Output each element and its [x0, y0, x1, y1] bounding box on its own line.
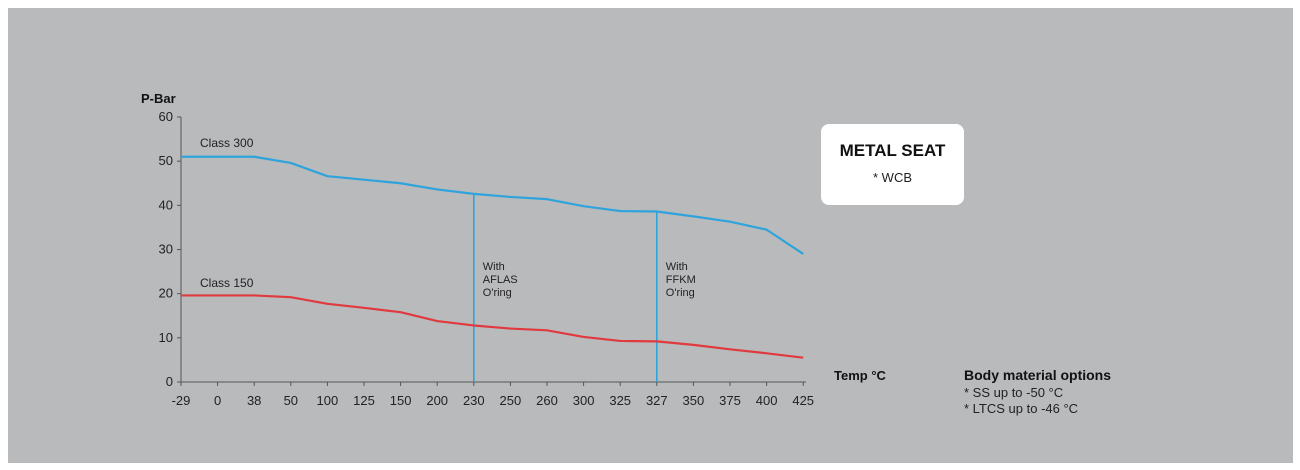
oring-marker-label: O'ring — [666, 287, 695, 299]
body-material-title: Body material options — [964, 367, 1112, 383]
chart-panel: P-Bar Temp °C 0 10 20 30 40 50 60 -29 0 38 50 100 1… — [8, 8, 1293, 463]
oring-marker-label: With — [666, 261, 688, 273]
x-ticks: -29 0 38 50 100 125 150 200 230 250 260 300 325 327 35… — [172, 382, 814, 408]
oring-marker-label: O'ring — [483, 287, 512, 299]
body-material-option: * SS up to -50 °C — [964, 385, 1064, 400]
x-tick-label: 425 — [792, 393, 814, 408]
metal-seat-box: METAL SEAT * WCB — [821, 124, 964, 205]
series-line-class-150 — [181, 294, 804, 359]
series-lines: Class 300 Class 150 — [181, 136, 804, 359]
y-tick-label: 50 — [159, 153, 173, 168]
metal-seat-title: METAL SEAT — [839, 141, 946, 160]
oring-marker-label: With — [483, 261, 505, 273]
series-label: Class 150 — [200, 276, 254, 290]
series-line-class-300 — [181, 155, 804, 255]
pressure-temperature-chart: P-Bar Temp °C 0 10 20 30 40 50 60 -29 0 38 50 100 1… — [141, 91, 887, 408]
metal-seat-subtitle: * WCB — [873, 170, 912, 185]
y-tick-label: 10 — [159, 330, 173, 345]
x-tick-label: 200 — [426, 393, 448, 408]
series-label: Class 300 — [200, 136, 254, 150]
x-tick-label: 350 — [683, 393, 705, 408]
y-ticks: 0 10 20 30 40 50 60 — [159, 109, 181, 389]
oring-marker-label: AFLAS — [483, 274, 518, 286]
y-tick-label: 30 — [159, 242, 173, 257]
x-tick-label: 230 — [463, 393, 485, 408]
oring-marker-label: FFKM — [666, 274, 696, 286]
body-material-option: * LTCS up to -46 °C — [964, 401, 1079, 416]
y-tick-label: 0 — [166, 374, 173, 389]
x-tick-label: -29 — [172, 393, 191, 408]
x-tick-label: 400 — [756, 393, 778, 408]
y-tick-label: 60 — [159, 109, 173, 124]
x-tick-label: 250 — [500, 393, 522, 408]
y-tick-label: 40 — [159, 197, 173, 212]
x-tick-label: 260 — [536, 393, 558, 408]
x-tick-label: 300 — [573, 393, 595, 408]
x-tick-label: 375 — [719, 393, 741, 408]
y-axis-title: P-Bar — [141, 91, 176, 106]
x-tick-label: 325 — [609, 393, 631, 408]
x-tick-label: 125 — [353, 393, 375, 408]
x-tick-label: 38 — [247, 393, 261, 408]
y-tick-label: 20 — [159, 286, 173, 301]
x-tick-label: 50 — [284, 393, 298, 408]
x-tick-label: 0 — [214, 393, 221, 408]
x-tick-label: 150 — [390, 393, 412, 408]
body-material-options: Body material options * SS up to -50 °C … — [964, 367, 1111, 417]
x-tick-label: 100 — [317, 393, 339, 408]
x-tick-label: 327 — [646, 393, 668, 408]
x-axis-title: Temp °C — [834, 368, 887, 383]
